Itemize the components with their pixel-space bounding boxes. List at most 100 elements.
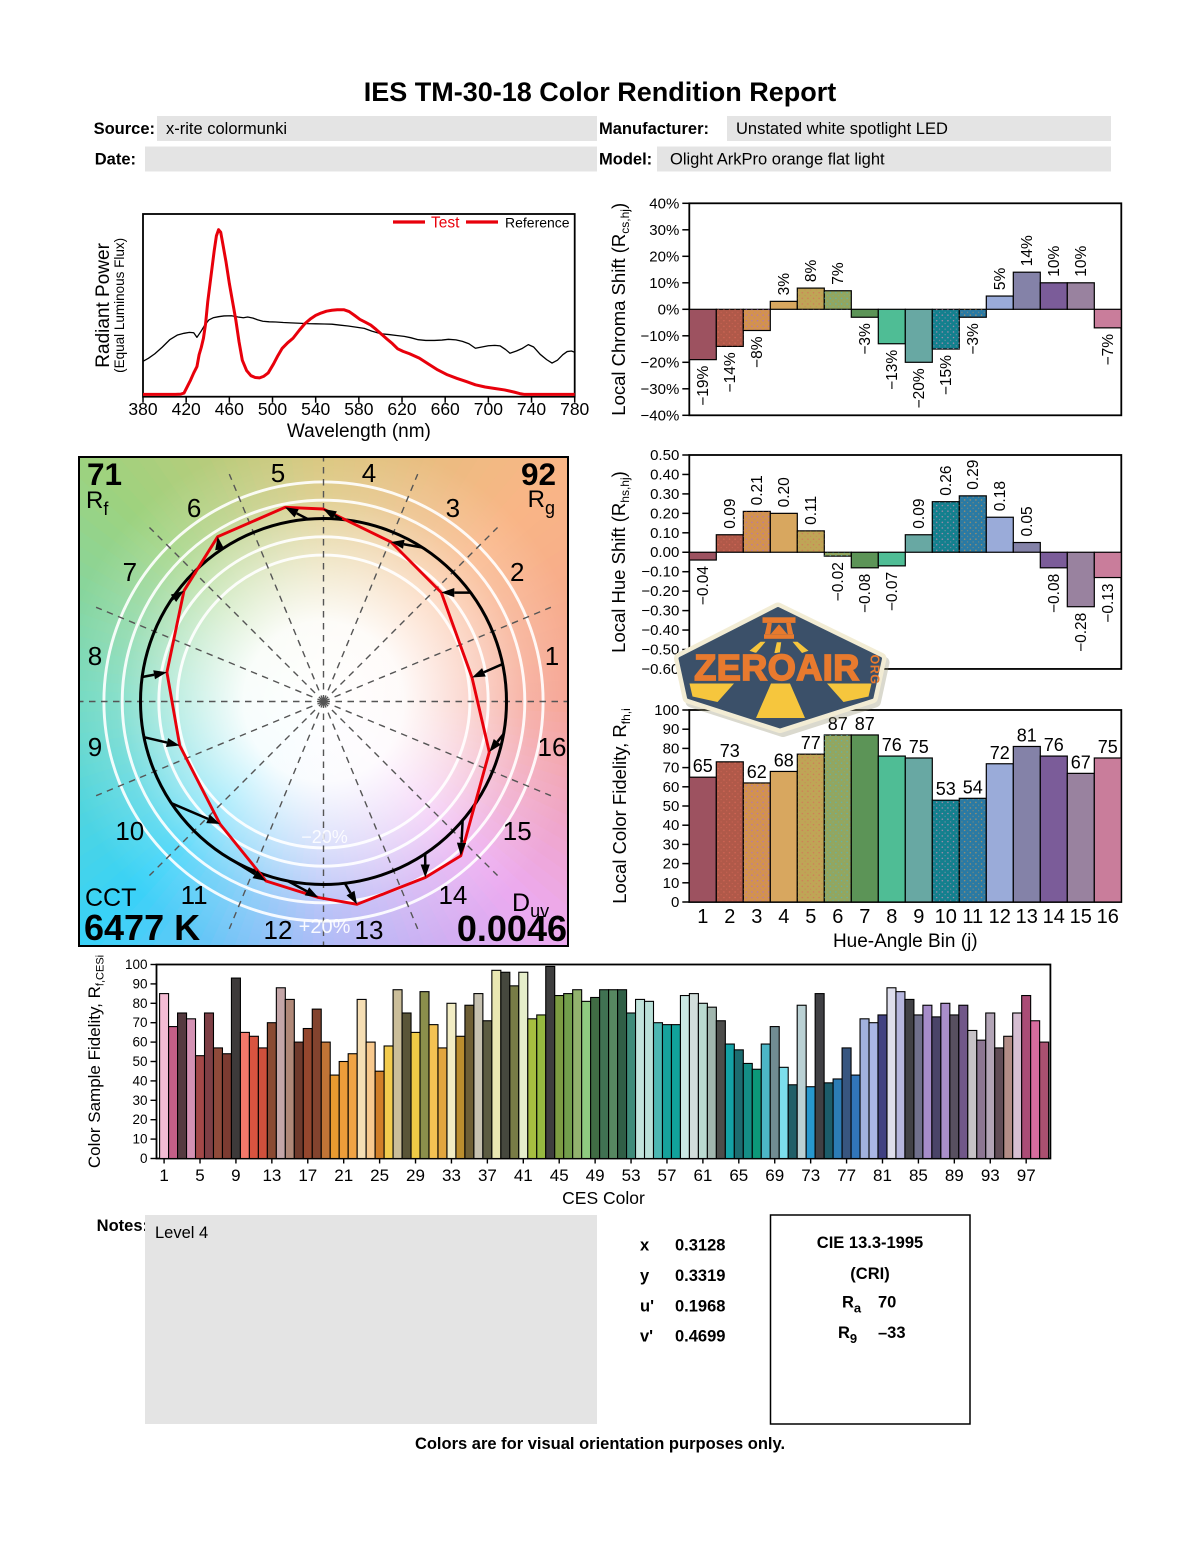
svg-text:65: 65 [729,1166,748,1185]
svg-text:CES Color: CES Color [562,1188,645,1208]
svg-text:10%: 10% [1073,246,1090,277]
svg-text:67: 67 [1071,752,1091,772]
svg-text:0.3128: 0.3128 [675,1237,725,1255]
svg-text:1: 1 [159,1166,168,1185]
svg-text:11: 11 [181,880,208,910]
svg-text:53: 53 [936,779,956,799]
svg-text:620: 620 [387,399,416,419]
svg-text:77: 77 [837,1166,856,1185]
svg-text:ZEROAIR: ZEROAIR [694,647,860,688]
svg-text:+20%: +20% [299,916,351,938]
svg-text:380: 380 [128,399,157,419]
svg-text:0.40: 0.40 [650,466,679,483]
svg-text:−30%: −30% [641,381,680,398]
svg-text:5: 5 [271,458,285,488]
svg-text:7: 7 [859,906,870,928]
svg-text:5: 5 [805,906,816,928]
svg-text:54: 54 [963,777,983,797]
svg-text:97: 97 [1017,1166,1036,1185]
svg-text:−14%: −14% [722,352,739,392]
svg-text:ORG: ORG [868,655,882,685]
svg-text:15: 15 [1070,906,1092,928]
svg-text:660: 660 [431,399,460,419]
svg-text:Model:: Model: [599,151,652,169]
svg-text:30: 30 [132,1093,147,1108]
svg-text:30: 30 [663,836,680,853]
svg-text:Local Chroma Shift (Rcs,hj): Local Chroma Shift (Rcs,hj) [608,203,632,416]
svg-text:−0.13: −0.13 [1100,584,1117,623]
svg-text:−0.60: −0.60 [641,661,679,678]
svg-text:87: 87 [855,714,875,734]
svg-text:77: 77 [801,733,821,753]
svg-text:−20%: −20% [911,368,928,408]
svg-text:10: 10 [935,906,957,928]
svg-text:76: 76 [882,735,902,755]
svg-text:Unstated white spotlight LED: Unstated white spotlight LED [736,120,948,138]
svg-text:Notes:: Notes: [97,1217,148,1235]
svg-text:0.3319: 0.3319 [675,1267,725,1285]
svg-text:73: 73 [720,741,740,761]
svg-text:0.00: 0.00 [650,544,679,561]
svg-text:53: 53 [622,1166,641,1185]
svg-text:−0.20: −0.20 [641,583,679,600]
svg-text:Date:: Date: [95,151,136,169]
svg-text:5%: 5% [992,267,1009,290]
svg-text:2: 2 [510,557,524,587]
svg-text:Manufacturer:: Manufacturer: [599,120,709,138]
svg-text:70: 70 [878,1294,896,1312]
svg-text:Source:: Source: [94,120,155,138]
svg-text:0.29: 0.29 [965,460,982,490]
svg-text:0.26: 0.26 [938,466,955,496]
svg-text:40: 40 [663,817,680,834]
svg-text:Reference: Reference [505,215,570,231]
svg-text:(CRI): (CRI) [850,1265,889,1283]
svg-text:10: 10 [132,1132,147,1147]
svg-text:8: 8 [886,906,897,928]
svg-text:73: 73 [801,1166,820,1185]
svg-text:CIE 13.3-1995: CIE 13.3-1995 [817,1234,923,1252]
svg-text:33: 33 [442,1166,461,1185]
svg-text:u': u' [640,1297,654,1315]
svg-text:Level 4: Level 4 [155,1224,208,1242]
svg-text:−15%: −15% [938,355,955,395]
svg-text:12: 12 [264,915,293,945]
svg-text:0.20: 0.20 [650,505,679,522]
svg-text:25: 25 [370,1166,389,1185]
svg-text:v': v' [640,1328,653,1346]
svg-text:−0.30: −0.30 [641,603,679,620]
svg-text:93: 93 [981,1166,1000,1185]
svg-text:11: 11 [962,906,983,928]
svg-text:80: 80 [663,740,680,757]
svg-text:16: 16 [538,732,567,762]
svg-text:–33: –33 [878,1324,906,1342]
svg-text:−0.28: −0.28 [1073,613,1090,652]
svg-text:−20%: −20% [641,354,680,371]
svg-text:−0.08: −0.08 [1046,574,1063,613]
svg-text:50: 50 [663,798,680,815]
svg-text:61: 61 [693,1166,712,1185]
svg-text:−40%: −40% [641,407,680,424]
svg-text:7: 7 [123,557,137,587]
svg-text:76: 76 [1044,735,1064,755]
svg-text:−0.08: −0.08 [857,574,874,613]
svg-text:40%: 40% [649,195,679,212]
svg-text:14: 14 [438,880,467,910]
svg-text:0.18: 0.18 [992,481,1009,511]
svg-text:20: 20 [132,1112,147,1127]
svg-text:1: 1 [697,906,708,928]
svg-text:7%: 7% [830,262,847,285]
svg-text:40: 40 [132,1073,147,1088]
svg-text:460: 460 [215,399,244,419]
svg-text:3: 3 [446,493,460,523]
svg-text:29: 29 [406,1166,425,1185]
svg-text:0.09: 0.09 [722,499,739,529]
svg-text:500: 500 [258,399,287,419]
svg-text:−8%: −8% [749,336,766,368]
svg-text:6: 6 [187,493,201,523]
svg-text:20%: 20% [649,248,679,265]
svg-text:Olight ArkPro orange flat ligh: Olight ArkPro orange flat light [670,151,885,169]
svg-text:41: 41 [514,1166,533,1185]
svg-text:−19%: −19% [695,365,712,405]
svg-text:4: 4 [778,906,789,928]
svg-text:8: 8 [88,641,102,671]
